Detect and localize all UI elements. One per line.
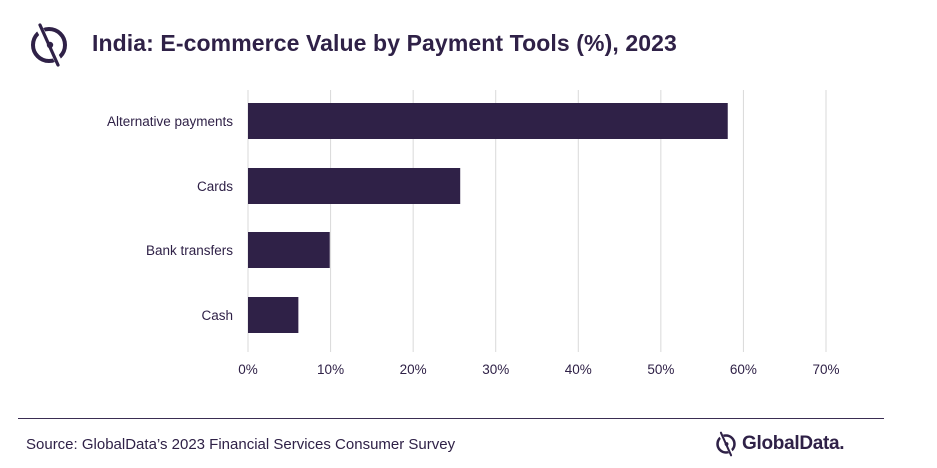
bar-cash xyxy=(248,297,299,333)
brand-logo: GlobalData. xyxy=(714,430,845,458)
source-note: Source: GlobalData’s 2023 Financial Serv… xyxy=(26,436,456,453)
chart-title: India: E-commerce Value by Payment Tools… xyxy=(92,30,677,56)
category-label: Bank transfers xyxy=(146,243,233,258)
footer-divider xyxy=(18,418,884,419)
bar-cards xyxy=(248,168,461,204)
bars xyxy=(248,103,728,333)
x-tick-label: 10% xyxy=(317,362,344,377)
x-tick-label: 60% xyxy=(730,362,757,377)
brand-name: GlobalData. xyxy=(742,433,845,454)
globaldata-logo-icon xyxy=(31,23,67,67)
x-tick-label: 40% xyxy=(565,362,592,377)
category-label: Cards xyxy=(197,179,233,194)
x-tick-label: 50% xyxy=(647,362,674,377)
x-tick-label: 30% xyxy=(482,362,509,377)
x-tick-label: 0% xyxy=(238,362,258,377)
category-label: Cash xyxy=(201,308,233,323)
bar-bank-transfers xyxy=(248,232,330,268)
bar-alternative-payments xyxy=(248,103,728,139)
category-label: Alternative payments xyxy=(107,114,233,129)
x-tick-label: 20% xyxy=(400,362,427,377)
globaldata-small-icon xyxy=(716,431,736,457)
x-axis-ticks: 0% 10% 20% 30% 40% 50% 60% 70% xyxy=(238,362,839,377)
x-tick-label: 70% xyxy=(812,362,839,377)
category-labels: Alternative payments Cards Bank transfers C… xyxy=(107,114,233,323)
